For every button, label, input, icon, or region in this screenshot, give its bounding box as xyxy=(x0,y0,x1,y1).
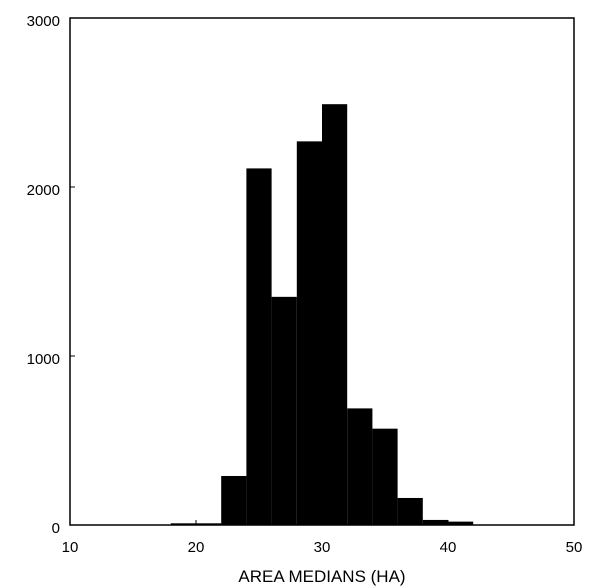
histogram-bar-4 xyxy=(271,296,297,525)
x-tick-label-3: 40 xyxy=(440,539,457,556)
x-tick-label-1: 20 xyxy=(188,539,205,556)
ticks-layer: 10 20 30 40 50 0 1000 2000 3000 xyxy=(27,13,583,556)
histogram-bar-11 xyxy=(448,521,474,525)
histogram-bar-9 xyxy=(397,497,423,525)
bars-layer xyxy=(170,104,474,525)
x-axis-title: AREA MEDIANS (HA) xyxy=(238,567,405,586)
y-tick-label-3: 3000 xyxy=(27,13,60,30)
x-tick-label-0: 10 xyxy=(62,539,79,556)
x-tick-label-2: 30 xyxy=(314,539,331,556)
histogram-bar-2 xyxy=(221,475,247,525)
histogram-bar-6 xyxy=(322,104,348,525)
histogram-bar-7 xyxy=(347,408,373,525)
y-tick-label-0: 0 xyxy=(52,520,60,537)
histogram-bar-0 xyxy=(170,523,196,525)
histogram-bar-8 xyxy=(372,428,398,525)
histogram-bar-10 xyxy=(422,519,448,525)
histogram-bar-1 xyxy=(196,523,222,525)
histogram-bar-5 xyxy=(296,141,322,525)
y-tick-label-1: 1000 xyxy=(27,351,60,368)
y-tick-label-2: 2000 xyxy=(27,182,60,199)
histogram-bar-3 xyxy=(246,168,272,525)
x-tick-label-4: 50 xyxy=(566,539,583,556)
